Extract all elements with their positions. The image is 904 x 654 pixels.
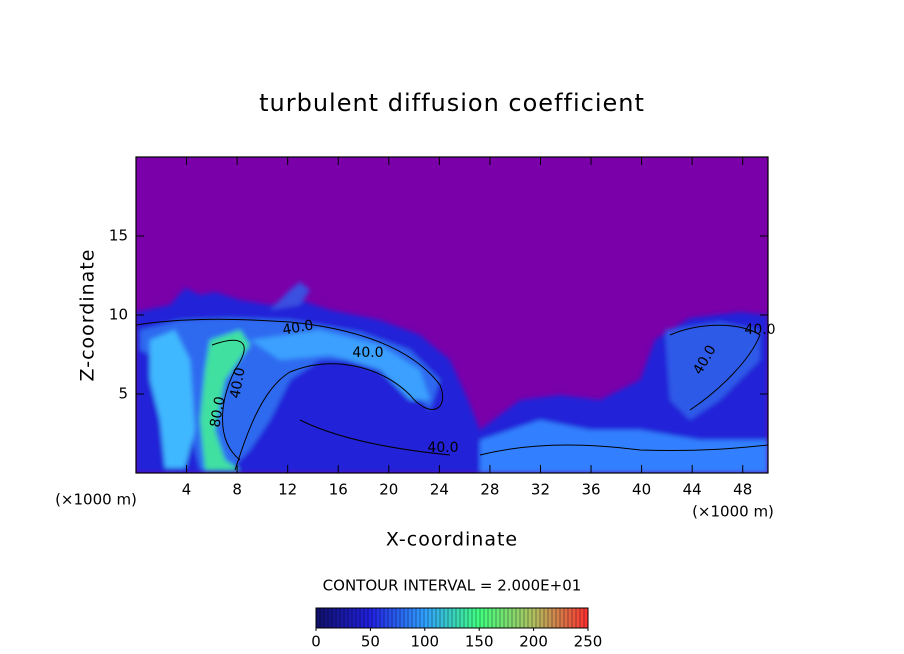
y-unit: (×1000 m) — [55, 491, 137, 509]
x-tick-label: 32 — [531, 481, 550, 499]
field — [136, 157, 768, 473]
x-tick-label: 44 — [683, 481, 702, 499]
colorbar — [315, 607, 589, 629]
contour-label: 40.0 — [227, 366, 248, 399]
colorbar-tick-label: 200 — [519, 633, 548, 651]
x-tick-label: 48 — [733, 481, 752, 499]
y-tick-label: 10 — [109, 306, 128, 324]
contour-interval: CONTOUR INTERVAL = 2.000E+01 — [323, 577, 582, 595]
y-tick-label: 5 — [118, 385, 128, 403]
colorbar-tick-label: 100 — [410, 633, 439, 651]
x-tick-label: 24 — [430, 481, 449, 499]
x-unit: (×1000 m) — [692, 503, 774, 521]
x-tick-label: 12 — [278, 481, 297, 499]
chart-title: turbulent diffusion coefficient — [259, 89, 645, 117]
contour-label: 40.0 — [744, 322, 775, 338]
x-tick-label: 20 — [379, 481, 398, 499]
colorbar-tick-label: 150 — [465, 633, 494, 651]
field-shading — [136, 282, 768, 473]
contour-labels: 40.040.040.040.040.080.040.0 — [207, 317, 775, 456]
colorbar-tick-label: 0 — [311, 633, 321, 651]
x-axis-label: X-coordinate — [386, 529, 518, 551]
colorbar-tick-label: 50 — [361, 633, 380, 651]
colorbar-tick-label: 250 — [574, 633, 603, 651]
y-axis-label: Z-coordinate — [77, 249, 99, 382]
contour-label: 40.0 — [352, 345, 383, 361]
x-tick-label: 16 — [329, 481, 348, 499]
x-tick-label: 4 — [182, 481, 192, 499]
x-tick-label: 28 — [480, 481, 499, 499]
y-tick-label: 15 — [109, 227, 128, 245]
contour-lines — [136, 318, 768, 471]
contour-label: 40.0 — [281, 317, 314, 338]
contour-label: 80.0 — [207, 395, 228, 428]
contour-label: 40.0 — [427, 440, 458, 456]
x-tick-label: 8 — [232, 481, 242, 499]
x-tick-label: 40 — [632, 481, 651, 499]
x-tick-label: 36 — [581, 481, 600, 499]
colorbar-stripes — [319, 608, 585, 628]
